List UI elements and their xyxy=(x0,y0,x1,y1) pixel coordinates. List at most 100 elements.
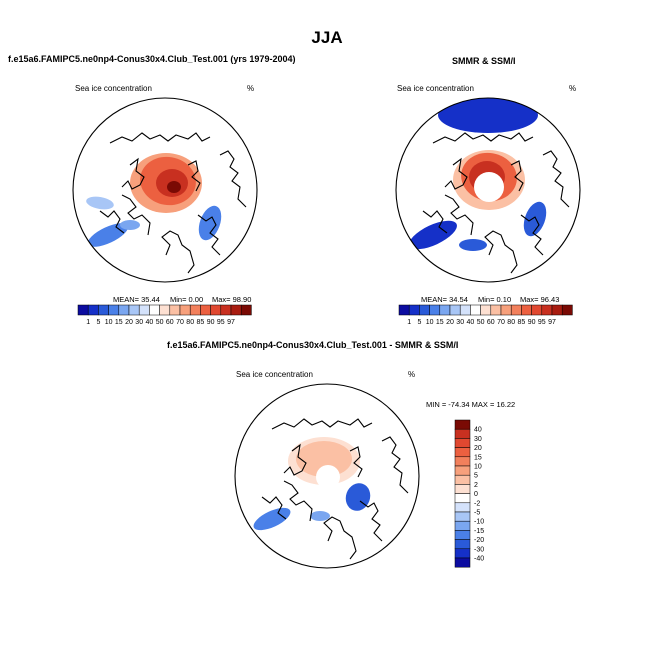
panel-2-colorbar-swatch xyxy=(470,304,481,316)
panel-3-diff-hudson xyxy=(253,507,291,531)
panel-1-colorbar-swatch xyxy=(230,304,242,316)
panel-3-colorbar-swatch xyxy=(454,502,471,513)
coastline xyxy=(261,496,287,520)
panel-3-colorbar-swatch xyxy=(454,438,471,448)
panel-2-colorbar-tick-label: 30 xyxy=(456,319,464,326)
panel-3-colorbar-swatch xyxy=(454,520,471,531)
panel-2-boundary xyxy=(395,97,581,283)
coastline xyxy=(271,418,373,430)
panel-2-ice-hudson xyxy=(409,220,457,250)
panel-2-colorbar-swatch xyxy=(459,304,471,316)
panel-1-boundary xyxy=(72,97,258,283)
panel-2-units: % xyxy=(569,84,577,93)
coastline xyxy=(422,210,448,234)
panel-3-title: f.e15a6.FAMIPC5.ne0np4-Conus30x4.Club_Te… xyxy=(167,340,459,350)
panel-1-field xyxy=(86,132,247,274)
panel-2-colorbar-tick-label: 10 xyxy=(426,319,434,326)
panel-2-colorbar-swatch xyxy=(531,304,543,316)
panel-1-colorbar-swatch xyxy=(149,304,160,316)
panel-3-colorbar-tick-label: -20 xyxy=(474,537,484,544)
coastline xyxy=(219,150,247,208)
panel-2-polar-map xyxy=(395,97,581,283)
panel-1-colorbar-tick-label: 20 xyxy=(125,319,133,326)
panel-1-colorbar-tick-label: 85 xyxy=(197,319,205,326)
panel-1-units: % xyxy=(247,84,255,93)
coastline xyxy=(484,230,518,274)
panel-3-colorbar-tick-label: -30 xyxy=(474,546,484,553)
panel-3-colorbar-tick-label: -5 xyxy=(474,510,480,517)
panel-2-colorbar-tick-label: 95 xyxy=(538,319,546,326)
panel-2-mean: MEAN= 34.54 xyxy=(421,295,468,304)
panel-2-max: Max= 96.43 xyxy=(520,295,560,304)
panel-1-colorbar-swatch xyxy=(128,304,140,316)
panel-3-colorbar-swatch xyxy=(454,428,471,439)
panel-2-colorbar-tick-label: 20 xyxy=(446,319,454,326)
panel-1-colorbar-swatch xyxy=(159,304,171,316)
panel-1-ice-labrador xyxy=(86,196,114,210)
panel-3-colorbar-tick-label: 2 xyxy=(474,482,478,489)
panel-1-title: f.e15a6.FAMIPC5.ne0np4-Conus30x4.Club_Te… xyxy=(8,54,296,64)
panel-2-colorbar-tick-label: 50 xyxy=(477,319,485,326)
panel-3-minmax: MIN = -74.34 MAX = 16.22 xyxy=(426,400,516,409)
panel-2-colorbar: 1 5 10 15 20 30 40 50 60 70 80 85 90 95 97 xyxy=(398,304,573,326)
panel-2-ice-baffin xyxy=(459,239,487,251)
coastline xyxy=(121,157,145,190)
panel-1-colorbar-tick-label: 97 xyxy=(227,319,235,326)
panel-3-colorbar-swatch xyxy=(454,548,471,559)
panel-3-colorbar-swatch xyxy=(454,511,471,522)
panel-1-colorbar-tick-label: 50 xyxy=(156,319,164,326)
panel-2-variable: Sea ice concentration xyxy=(397,84,474,93)
panel-2-colorbar-tick-label: 5 xyxy=(417,319,421,326)
panel-1-colorbar-tick-label: 80 xyxy=(186,319,194,326)
panel-2-title: SMMR & SSM/I xyxy=(452,56,516,66)
panel-3-colorbar-swatch xyxy=(454,530,471,540)
panel-2-colorbar-swatch xyxy=(541,304,553,316)
panel-3-colorbar-tick-label: 30 xyxy=(474,436,482,443)
panel-2-colorbar-tick-label: 80 xyxy=(507,319,515,326)
panel-2-colorbar-tick-label: 90 xyxy=(528,319,536,326)
panel-3-polar-map xyxy=(234,383,420,569)
panel-1-variable: Sea ice concentration xyxy=(75,84,152,93)
panel-1-min: Min= 0.00 xyxy=(170,295,204,304)
panel-3-variable: Sea ice concentration xyxy=(236,370,313,379)
panel-3-diff-mid xyxy=(296,441,352,477)
panel-1-colorbar: 1 5 10 15 20 30 40 50 60 70 80 85 90 95 97 xyxy=(77,304,252,326)
panel-1-colorbar-tick-label: 1 xyxy=(86,319,90,326)
panel-2-colorbar-swatch xyxy=(551,304,563,316)
panel-1-colorbar-swatch xyxy=(98,304,109,316)
panel-2-colorbar-swatch xyxy=(408,304,420,316)
panel-1-colorbar-swatch xyxy=(87,304,99,316)
coastline xyxy=(283,480,313,522)
panel-3-field xyxy=(253,418,409,560)
panel-2-colorbar-tick-label: 97 xyxy=(548,319,556,326)
panel-2-ice-siberia xyxy=(438,98,538,133)
panel-2-min: Min= 0.10 xyxy=(478,295,512,304)
panel-3-colorbar-swatch xyxy=(454,456,471,467)
coastline xyxy=(187,160,201,192)
coastline xyxy=(359,500,383,542)
panel-2-colorbar-swatch xyxy=(480,304,492,316)
panel-2-colorbar-swatch xyxy=(419,304,430,316)
panel-3-colorbar-swatch xyxy=(454,419,471,430)
panel-2-field xyxy=(409,98,570,274)
panel-3-colorbar-swatch xyxy=(454,493,471,504)
panel-2-colorbar-swatch xyxy=(561,304,573,316)
panel-1-colorbar-swatch xyxy=(169,304,181,316)
panel-1-ice-core xyxy=(167,181,181,193)
coastline xyxy=(381,436,409,494)
coastline xyxy=(99,210,125,234)
coastline xyxy=(510,160,524,192)
panel-1-colorbar-swatch xyxy=(118,304,130,316)
panel-1-ice-baffin xyxy=(120,220,140,230)
panel-3-colorbar-tick-label: 20 xyxy=(474,445,482,452)
panel-3-colorbar-tick-label: 10 xyxy=(474,464,482,471)
panel-1-polar-map xyxy=(72,97,258,283)
panel-3-colorbar-swatch xyxy=(454,539,471,550)
coastline xyxy=(283,443,307,476)
coastline xyxy=(542,150,570,208)
panel-3-colorbar-tick-label: 15 xyxy=(474,454,482,461)
page-title: JJA xyxy=(311,28,343,47)
panel-1-colorbar-swatch xyxy=(179,304,191,316)
coastline xyxy=(161,230,195,274)
